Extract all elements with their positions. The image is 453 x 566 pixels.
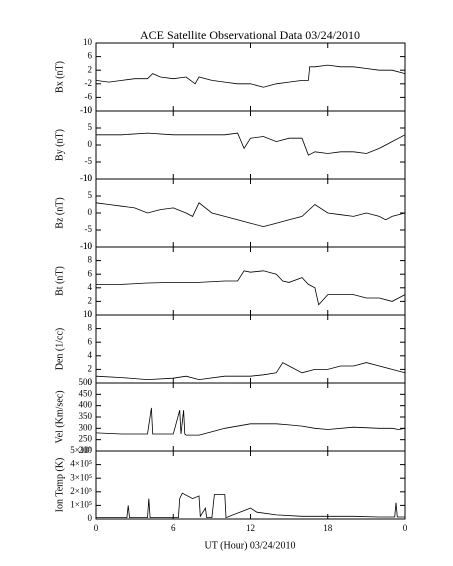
y-tick-label: 2 [88, 363, 93, 373]
data-line [95, 362, 406, 381]
x-tick-label: 0 [94, 523, 99, 533]
y-tick-label: 3×10⁵ [70, 472, 92, 482]
y-tick-label: 4 [88, 282, 93, 292]
y-tick-label: 500 [79, 377, 93, 387]
y-tick-label: 400 [79, 400, 93, 410]
y-tick-label: 10 [83, 309, 93, 319]
x-tick-label: 6 [171, 523, 176, 533]
y-tick-label: 4×10⁵ [70, 459, 92, 469]
y-tick-label: 6 [88, 336, 93, 346]
y-tick-label: 0 [88, 513, 93, 523]
y-tick-label: 2×10⁵ [70, 486, 92, 496]
y-tick-label: -10 [80, 105, 92, 115]
x-tick-label: 18 [323, 523, 333, 533]
y-tick-label: 8 [88, 323, 93, 333]
y-tick-label: 0 [88, 309, 93, 319]
y-tick-label: 2 [88, 64, 93, 74]
x-tick-label: 0 [403, 523, 408, 533]
y-tick-label: 450 [79, 388, 93, 398]
y-axis-label: Bt (nT) [54, 266, 65, 296]
y-tick-label: -10 [80, 173, 92, 183]
y-tick-label: 6 [88, 51, 93, 61]
y-axis-label: Bz (nT) [54, 197, 65, 228]
y-tick-label: 10 [83, 241, 93, 251]
y-tick-label: -5 [85, 156, 93, 166]
y-tick-label: 5 [88, 190, 93, 200]
y-tick-label: -10 [80, 241, 92, 251]
data-line [95, 407, 406, 436]
y-tick-label: -2 [85, 78, 93, 88]
y-axis-label: By (nT) [54, 129, 65, 161]
y-tick-label: 0 [88, 207, 93, 217]
y-axis-label: Den (1/cc) [54, 328, 65, 370]
x-axis-label: UT (Hour) 03/24/2010 [205, 540, 296, 551]
data-line [96, 270, 406, 306]
data-line [96, 492, 405, 519]
y-tick-label: 5×10⁵ [70, 445, 92, 455]
y-tick-label: -6 [85, 91, 93, 101]
y-tick-label: 0 [88, 139, 93, 149]
y-tick-label: 6 [88, 268, 93, 278]
data-line [96, 132, 406, 156]
y-axis-label: Ion Temp (K) [54, 458, 65, 513]
y-axis-label: Bx (nT) [54, 61, 65, 93]
y-tick-label: 4 [88, 350, 93, 360]
data-line [95, 64, 406, 88]
x-tick-label: 12 [246, 523, 255, 533]
y-tick-label: 0 [88, 377, 93, 387]
y-tick-label: -5 [85, 224, 93, 234]
y-tick-label: 250 [79, 434, 93, 444]
y-tick-label: 5 [88, 122, 93, 132]
y-axis-label: Vel (Km/sec) [54, 390, 65, 443]
y-tick-label: 300 [79, 422, 93, 432]
y-tick-label: 1×10⁵ [70, 499, 92, 509]
y-tick-label: 10 [83, 105, 93, 115]
y-tick-label: 200 [79, 445, 93, 455]
y-tick-label: 350 [79, 411, 93, 421]
y-tick-label: 8 [88, 255, 93, 265]
y-tick-label: 10 [83, 173, 93, 183]
y-tick-label: 2 [88, 295, 93, 305]
y-tick-label: 10 [83, 37, 93, 47]
chart-title: ACE Satellite Observational Data 03/24/2… [140, 28, 360, 42]
data-line [95, 202, 406, 228]
